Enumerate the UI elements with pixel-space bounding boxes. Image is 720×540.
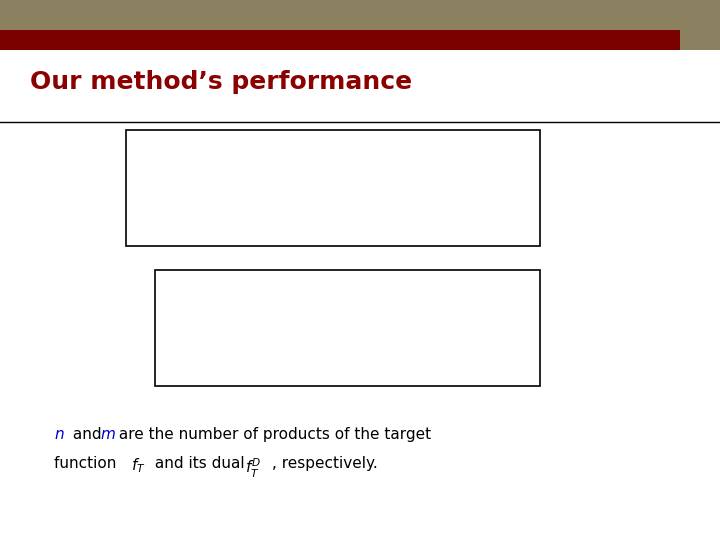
Text: $\mathit{n}$: $\mathit{n}$ — [54, 427, 65, 442]
Text: are the number of products of the target: are the number of products of the target — [114, 427, 431, 442]
Text: and its dual: and its dual — [150, 456, 249, 471]
Text: $\mathit{m}\times\mathit{n}$: $\mathit{m}\times\mathit{n}$ — [166, 332, 237, 356]
Text: , respectively.: , respectively. — [272, 456, 378, 471]
Text: $\mathit{m}$: $\mathit{m}$ — [100, 427, 116, 442]
Text: $f_T$: $f_T$ — [131, 456, 145, 475]
Text: $f_T^D$: $f_T^D$ — [245, 456, 261, 480]
Text: The time complexity:: The time complexity: — [137, 139, 369, 158]
Text: $\mathit{O}(m^2n^2)$: $\mathit{O}(m^2n^2)$ — [137, 192, 242, 222]
Text: Area of the lattice:: Area of the lattice: — [166, 280, 374, 299]
Text: and: and — [68, 427, 107, 442]
Text: Our method’s performance: Our method’s performance — [30, 70, 413, 94]
Text: function: function — [54, 456, 121, 471]
